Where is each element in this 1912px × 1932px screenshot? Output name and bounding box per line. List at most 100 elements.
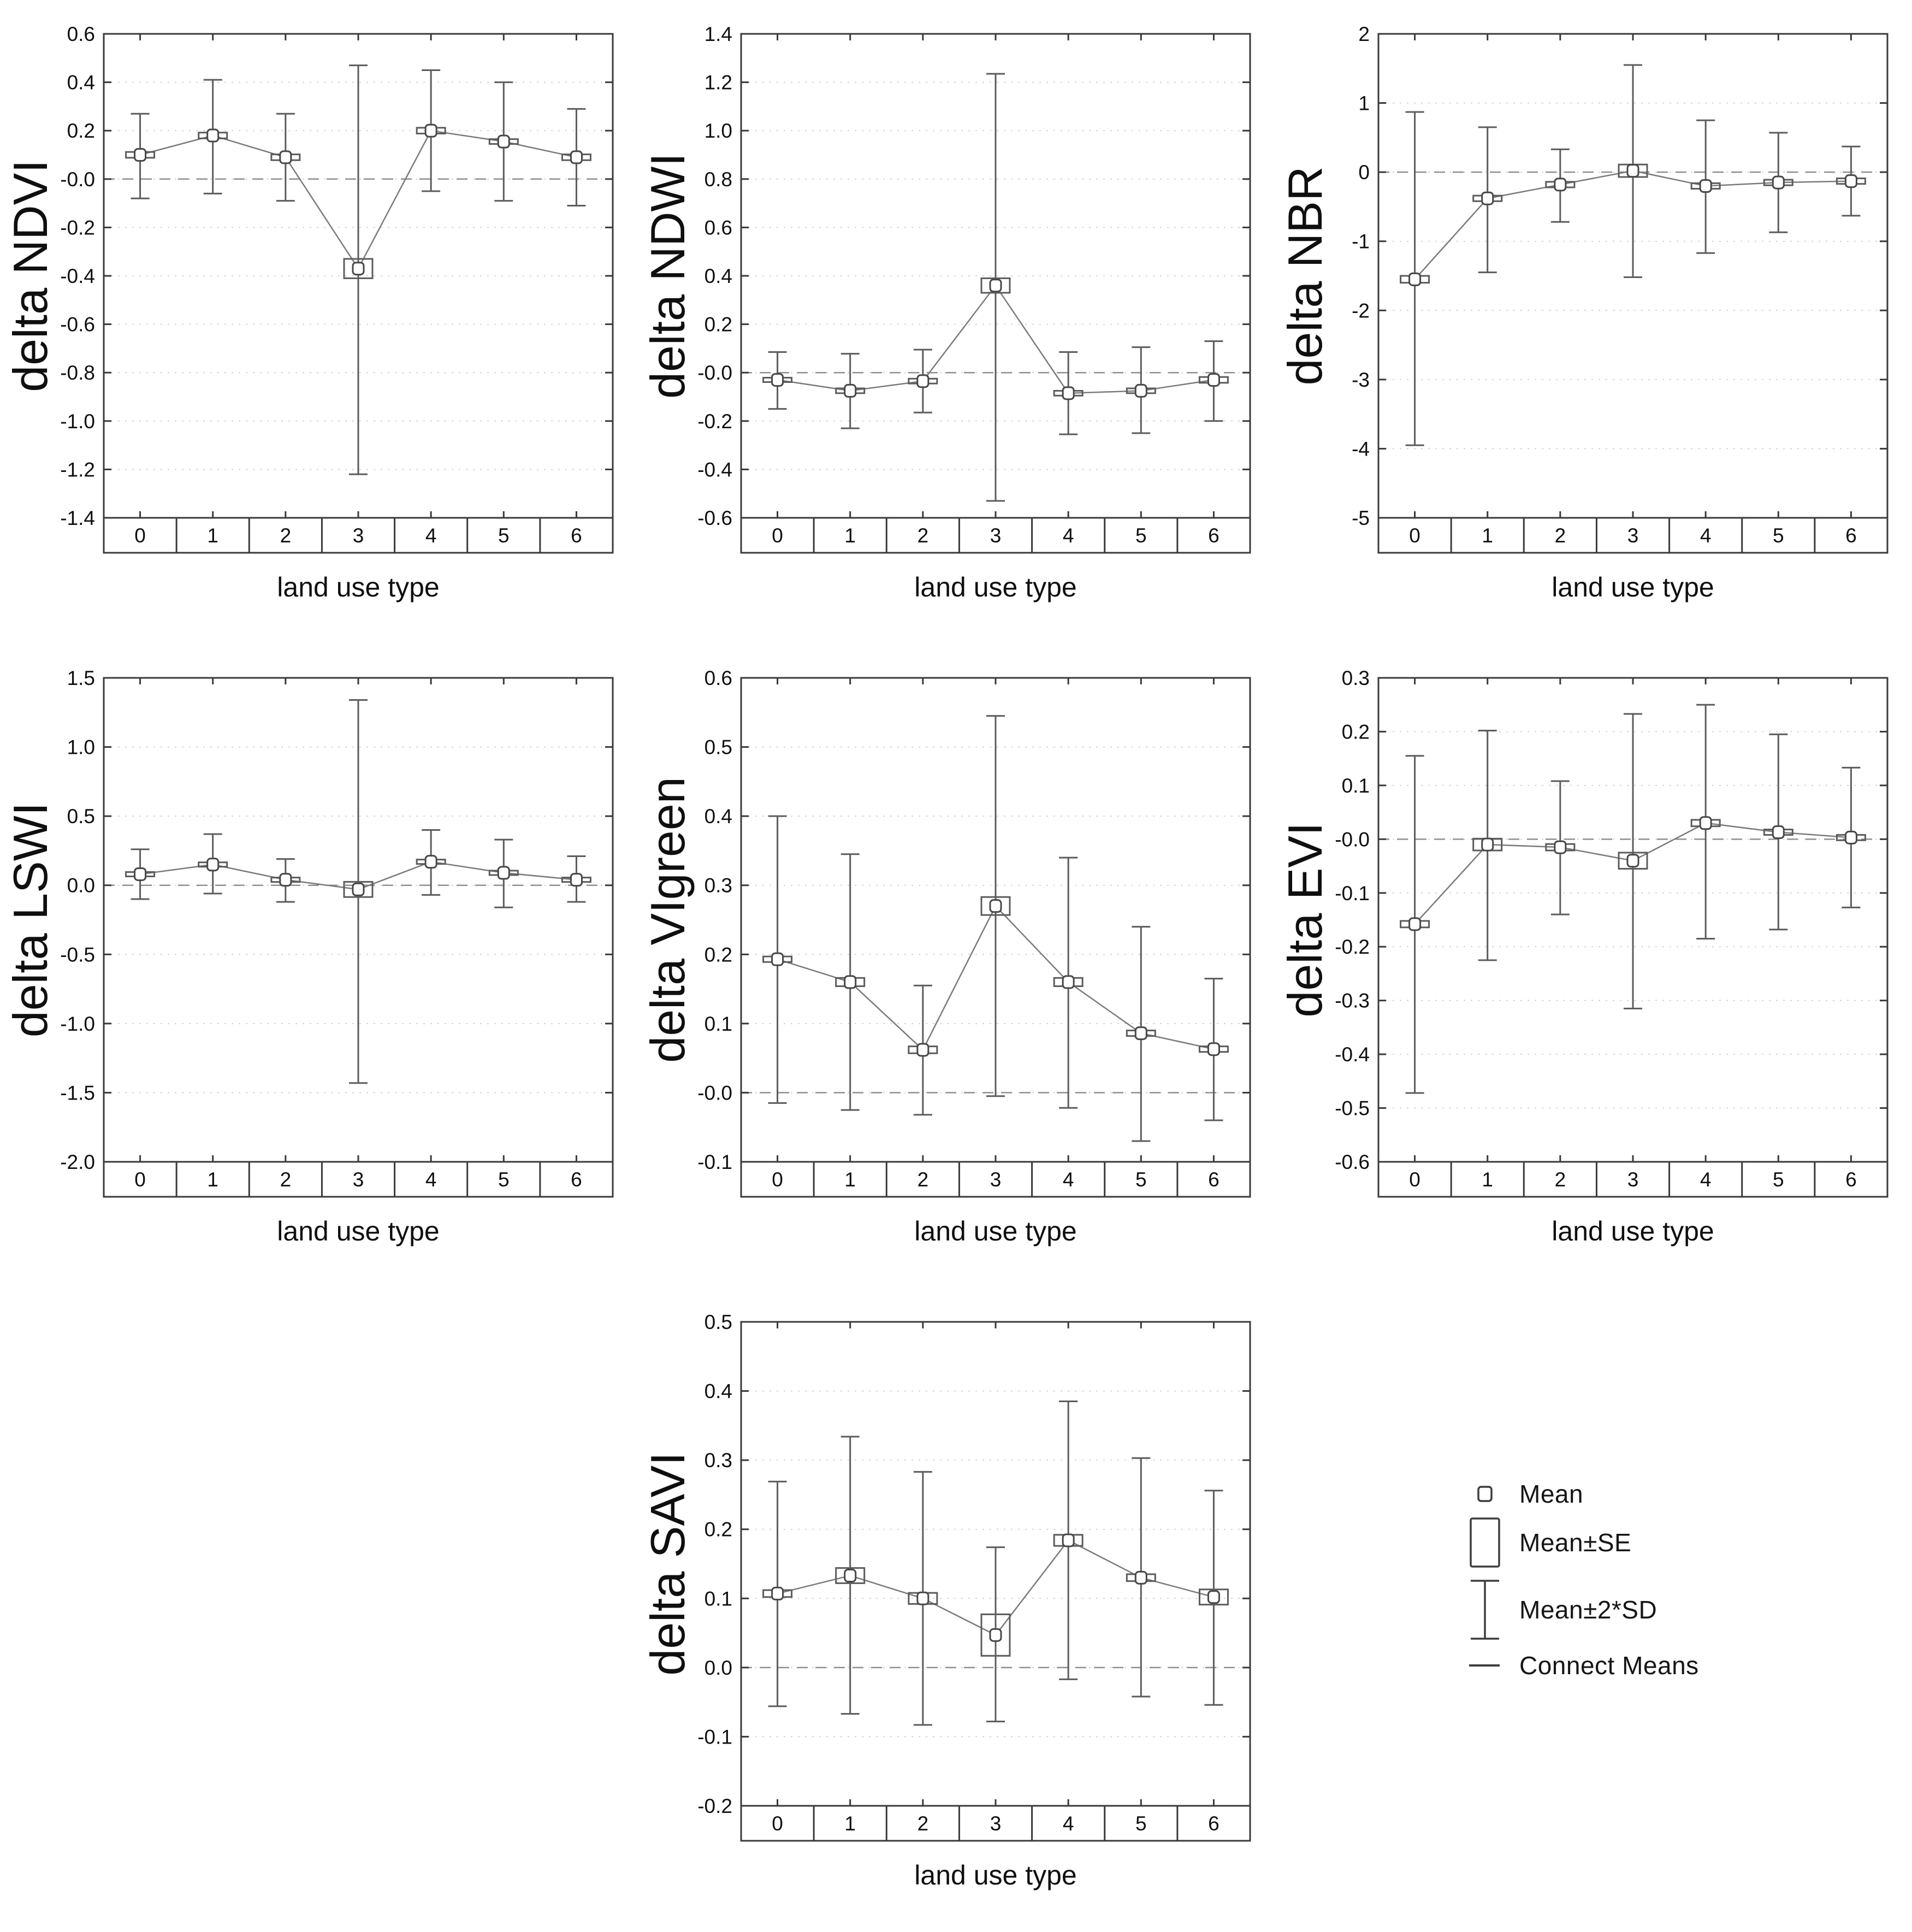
y-tick-label: -0.2 <box>60 216 95 239</box>
mean-marker <box>916 1043 930 1057</box>
mean-marker <box>1699 816 1712 830</box>
mean-marker <box>1481 837 1494 852</box>
y-tick-label: 0.1 <box>705 1587 732 1610</box>
mean-marker <box>1699 179 1712 193</box>
chart-svg: 1.5 1.0 0.5 0.0 -0.5 -1.0 -1.5 -2.0 0 1 2 3 4 5 6 land … <box>3 667 614 1246</box>
mean-marker <box>1134 1026 1147 1041</box>
x-axis-title: land use type <box>914 1860 1076 1890</box>
se-box <box>1618 852 1648 870</box>
x-category-label: 2 <box>280 524 292 547</box>
y-tick-label: -0.0 <box>60 168 95 191</box>
mean-marker <box>771 373 784 387</box>
legend-label-connect: Connect Means <box>1519 1651 1699 1680</box>
mean-marker <box>134 867 147 881</box>
x-category-label: 4 <box>1063 524 1074 547</box>
mean-marker <box>1481 191 1494 205</box>
mean-marker <box>570 150 583 164</box>
se-box <box>835 1567 866 1584</box>
mean-marker <box>279 873 292 887</box>
mean-marker <box>206 858 220 872</box>
chart-delta-ndvi: 0.6 0.4 0.2 -0.0 -0.2 -0.4 -0.6 -0.8 -1.0 -1.2 -1.… <box>0 0 637 644</box>
mean-marker <box>1772 175 1785 190</box>
legend-item-se: Mean±SE <box>1464 1516 1699 1569</box>
y-tick-label: -0.4 <box>60 265 95 287</box>
se-box <box>980 1613 1011 1657</box>
x-category-label: 6 <box>1208 524 1220 547</box>
mean-marker <box>1626 854 1639 868</box>
x-category-label: 1 <box>844 1812 856 1835</box>
x-category-label: 1 <box>844 1168 856 1191</box>
x-category-label: 6 <box>1845 1168 1857 1191</box>
y-axis-title: delta NBR <box>1278 166 1332 385</box>
mean-marker <box>1134 383 1147 398</box>
mean-marker <box>771 952 784 966</box>
y-tick-label: -2.0 <box>60 1151 95 1173</box>
y-tick-label: 0.8 <box>705 168 732 191</box>
mean-marker <box>1626 164 1639 178</box>
connect-line-icon <box>1464 1658 1506 1673</box>
y-tick-label: 1.4 <box>705 23 732 45</box>
se-box <box>343 258 374 279</box>
y-tick-label: 0.0 <box>705 1657 732 1679</box>
mean-marker <box>134 148 147 162</box>
x-category-label: 2 <box>1555 1168 1566 1191</box>
x-category-label: 3 <box>1627 524 1639 547</box>
x-category-label: 6 <box>1208 1168 1220 1191</box>
y-tick-label: 0.3 <box>705 1449 732 1472</box>
y-tick-label: 0.6 <box>705 667 732 689</box>
y-tick-label: -0.5 <box>60 943 95 966</box>
se-box-icon <box>1464 1516 1506 1569</box>
mean-marker <box>497 866 510 880</box>
y-tick-label: -0.8 <box>60 362 95 384</box>
y-tick-label: 0.5 <box>705 1311 732 1333</box>
y-tick-label: -0.6 <box>697 507 732 529</box>
mean-marker <box>1844 174 1857 188</box>
y-tick-label: 0.4 <box>67 72 95 94</box>
mean-marker <box>279 150 292 164</box>
chart-svg: 0.6 0.5 0.4 0.3 0.2 0.1 -0.0 -0.1 0 1 2 3 4 5 6 land us… <box>641 667 1251 1246</box>
mean-marker <box>989 1628 1002 1642</box>
y-tick-label: -0.4 <box>1335 1043 1370 1066</box>
y-tick-label: 1 <box>1358 92 1370 115</box>
x-axis-title: land use type <box>277 1216 439 1246</box>
x-category-box-row <box>1377 1161 1889 1198</box>
y-tick-label: 0.4 <box>705 805 732 828</box>
y-tick-label: 0.2 <box>1342 720 1370 743</box>
chart-delta-lswi: 1.5 1.0 0.5 0.0 -0.5 -1.0 -1.5 -2.0 0 1 2 3 4 5 6 land … <box>0 644 637 1288</box>
chart-delta-vigreen: 0.6 0.5 0.4 0.3 0.2 0.1 -0.0 -0.1 0 1 2 3 4 5 6 land us… <box>637 644 1275 1288</box>
y-tick-label: 0.4 <box>705 265 732 287</box>
y-tick-label: 0.2 <box>705 1519 732 1541</box>
x-category-label: 0 <box>772 1812 783 1835</box>
y-tick-label: -0.0 <box>697 362 732 384</box>
x-category-box-row <box>1377 517 1889 554</box>
y-tick-label: 0.5 <box>705 736 732 759</box>
x-category-box-row <box>103 1161 614 1198</box>
x-axis-title: land use type <box>1552 572 1714 602</box>
empty-cell <box>0 1288 637 1932</box>
y-tick-label: -0.1 <box>1335 882 1370 905</box>
y-axis-title: delta LSWI <box>3 802 57 1037</box>
mean-marker-icon <box>1464 1482 1506 1505</box>
y-tick-label: -0.2 <box>1335 936 1370 958</box>
mean-marker <box>570 873 583 887</box>
x-axis-title: land use type <box>914 572 1076 602</box>
x-category-label: 3 <box>353 524 364 547</box>
mean-marker <box>424 123 437 138</box>
x-category-label: 4 <box>425 524 437 547</box>
x-category-label: 0 <box>134 524 146 547</box>
x-category-label: 0 <box>772 524 783 547</box>
y-tick-label: -1.2 <box>60 458 95 481</box>
se-box <box>980 277 1011 294</box>
y-tick-label: -0.0 <box>1335 828 1370 850</box>
x-category-label: 3 <box>1627 1168 1639 1191</box>
x-category-label: 2 <box>917 524 929 547</box>
sd-whisker-icon <box>1464 1576 1506 1643</box>
y-tick-label: 0 <box>1358 161 1370 184</box>
y-tick-label: 0.1 <box>705 1013 732 1035</box>
x-category-label: 2 <box>280 1168 292 1191</box>
y-tick-label: 0.2 <box>67 120 95 142</box>
chart-svg: 2 1 0 -1 -2 -3 -4 -5 0 1 2 3 4 5 6 land use type delta N… <box>1278 23 1889 602</box>
y-tick-label: -5 <box>1352 507 1370 529</box>
legend-item-mean: Mean <box>1464 1479 1699 1509</box>
